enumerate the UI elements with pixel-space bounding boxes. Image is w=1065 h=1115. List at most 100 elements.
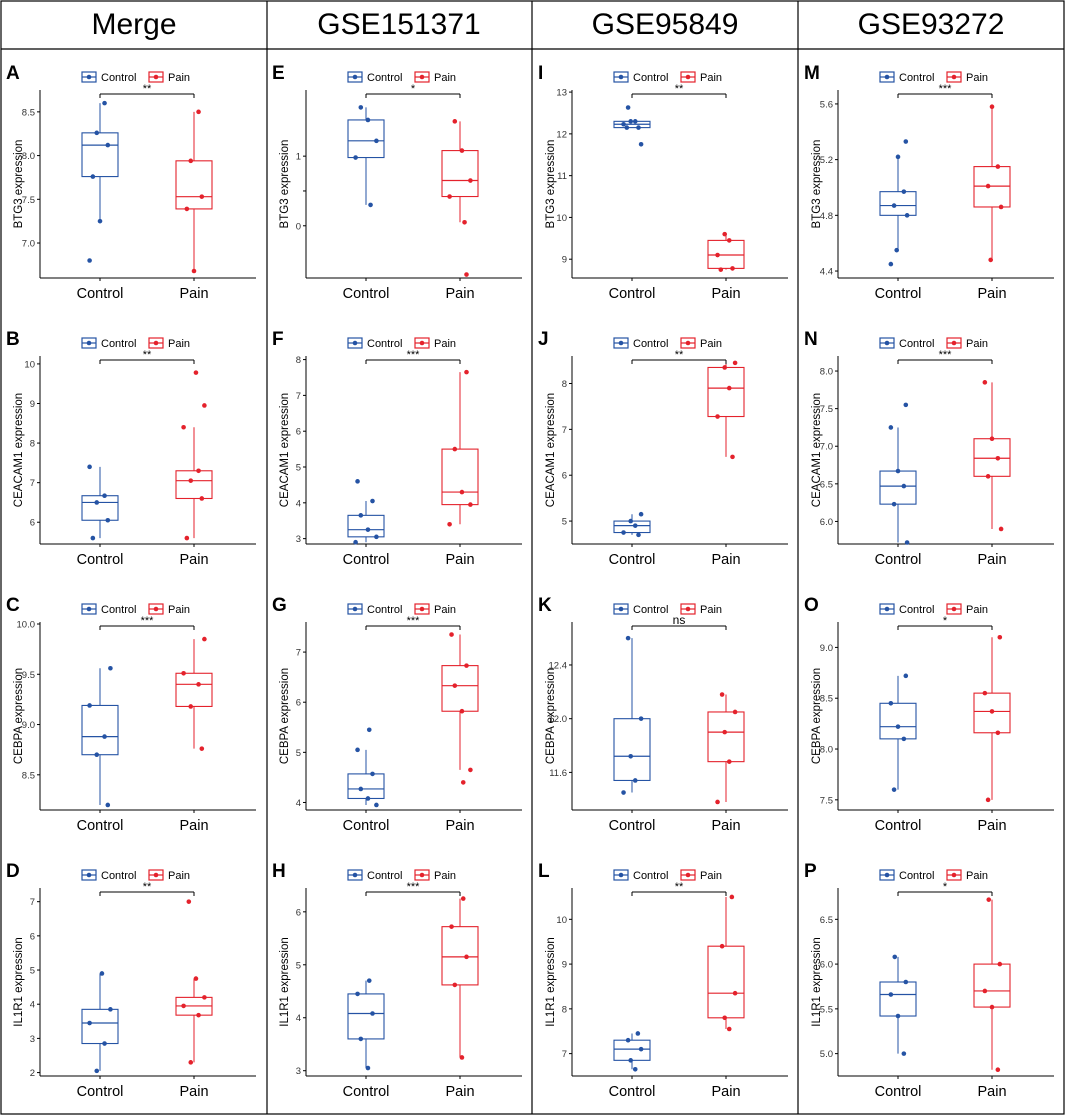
y-tick-label: 12 xyxy=(556,129,567,140)
significance-label: ns xyxy=(673,613,686,627)
y-axis-label: CEACAM1 expression xyxy=(811,393,823,507)
legend-pain-key-dot xyxy=(685,340,691,346)
y-tick-label: 5.6 xyxy=(820,99,833,110)
box-iqr xyxy=(879,191,917,216)
box-pain xyxy=(441,632,479,785)
legend-control-label: Control xyxy=(633,72,668,84)
y-axis-label: IL1R1 expression xyxy=(545,937,557,1027)
legend-control-label: Control xyxy=(899,72,934,84)
y-tick-label: 8.5 xyxy=(22,770,35,781)
y-tick-label: 6 xyxy=(296,907,301,918)
box-control xyxy=(81,971,119,1074)
data-point xyxy=(199,496,205,501)
data-point xyxy=(370,498,375,504)
box-pain xyxy=(707,231,745,272)
data-point xyxy=(903,139,909,144)
box-control xyxy=(347,727,385,808)
y-tick-label: 5 xyxy=(562,517,567,528)
legend: Control Pain xyxy=(347,71,456,84)
panel-label: I xyxy=(538,63,543,84)
data-point xyxy=(638,142,644,147)
box-control xyxy=(879,402,917,545)
data-point xyxy=(730,266,735,271)
data-point xyxy=(186,899,192,904)
box-iqr xyxy=(879,702,917,740)
significance-label: *** xyxy=(939,83,953,95)
data-point xyxy=(196,109,201,115)
data-point xyxy=(105,802,111,808)
data-point xyxy=(459,148,465,153)
data-point xyxy=(188,704,194,709)
legend-pain-key-dot xyxy=(951,872,957,878)
y-axis-label: CEBPA expression xyxy=(13,668,25,764)
legend-pain-key-dot xyxy=(685,606,691,612)
legend-control-key-dot xyxy=(618,606,624,612)
y-tick-label: 5 xyxy=(296,463,301,474)
panel-i: I Control Pain 9 10 11 12 13 BTG3 expression Cont… xyxy=(538,63,788,302)
legend-pain-key-dot xyxy=(419,872,425,878)
y-tick-label: 6 xyxy=(562,471,567,482)
data-point xyxy=(888,992,894,997)
data-point xyxy=(635,1031,641,1036)
x-tick-label-control: Control xyxy=(875,552,922,568)
legend-pain-key-dot xyxy=(153,340,159,346)
box-control xyxy=(879,954,917,1056)
column-headers: Merge GSE151371 GSE95849 GSE93272 xyxy=(91,8,1004,41)
data-point xyxy=(625,1037,631,1043)
x-tick-label-control: Control xyxy=(77,552,124,568)
legend: Control Pain xyxy=(81,603,190,616)
data-point xyxy=(894,247,899,253)
y-tick-label: 4.4 xyxy=(820,267,833,278)
x-tick-label-control: Control xyxy=(343,286,390,302)
y-tick-label: 12.4 xyxy=(549,660,568,671)
y-tick-label: 8.0 xyxy=(820,745,833,756)
y-tick-label: 0 xyxy=(296,221,301,232)
legend: Control Pain xyxy=(613,869,722,882)
y-tick-label: 8.0 xyxy=(22,151,35,162)
legend-pain-label: Pain xyxy=(168,338,190,350)
data-point xyxy=(196,1012,201,1018)
data-point xyxy=(188,1060,194,1065)
x-tick-label-control: Control xyxy=(343,552,390,568)
data-point xyxy=(901,736,907,742)
data-point xyxy=(632,778,638,783)
y-tick-label: 6.0 xyxy=(820,517,833,528)
box-iqr xyxy=(613,718,651,782)
panel-label: F xyxy=(272,329,284,350)
legend-control-label: Control xyxy=(899,870,934,882)
data-point xyxy=(108,1007,113,1012)
x-tick-label-pain: Pain xyxy=(445,1084,474,1100)
legend: Control Pain xyxy=(613,71,722,84)
significance-label: *** xyxy=(407,349,421,361)
y-tick-label: 5 xyxy=(296,748,301,759)
data-point xyxy=(985,797,991,803)
legend-control-key-dot xyxy=(884,74,890,80)
data-point xyxy=(199,746,205,751)
data-point xyxy=(449,632,454,637)
data-point xyxy=(997,634,1003,640)
y-tick-label: 12.0 xyxy=(549,714,568,725)
legend-control-key-dot xyxy=(86,606,92,612)
significance-label: * xyxy=(411,83,416,95)
data-point xyxy=(628,119,633,124)
panel-label: E xyxy=(272,63,285,84)
panel-label: A xyxy=(6,63,20,84)
significance-label: ** xyxy=(143,881,152,893)
y-tick-label: 6.5 xyxy=(820,915,833,926)
y-tick-label: 9 xyxy=(30,399,35,410)
y-tick-label: 4 xyxy=(296,498,301,509)
data-point xyxy=(903,979,909,985)
data-point xyxy=(997,961,1003,967)
data-point xyxy=(732,990,738,996)
data-point xyxy=(196,682,201,687)
box-iqr xyxy=(707,239,745,269)
box-control xyxy=(347,978,385,1071)
y-tick-label: 9 xyxy=(562,960,567,971)
data-point xyxy=(636,532,641,538)
data-point xyxy=(355,747,360,753)
y-axis-label: BTG3 expression xyxy=(13,140,25,229)
data-point xyxy=(184,206,190,212)
y-tick-label: 6 xyxy=(30,518,35,529)
